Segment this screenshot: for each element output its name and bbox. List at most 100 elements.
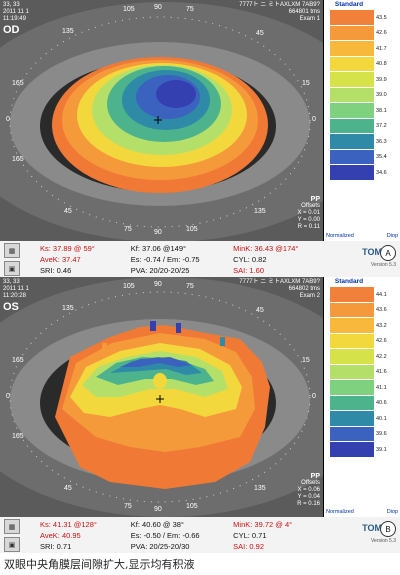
scale-value: 39.6 <box>376 431 387 438</box>
scale-value: 41.7 <box>376 45 387 52</box>
kf-value: Kf: 37.06 @149° <box>130 244 186 253</box>
scale-footer: Normalized Diop <box>326 509 398 515</box>
exam-id: 664801 tms <box>288 9 320 15</box>
scale-segment <box>330 287 374 303</box>
offset-y: Y = 0.04 <box>297 494 320 500</box>
scale-value: 43.5 <box>376 14 387 21</box>
axis-label: 90 <box>154 506 162 513</box>
axis-label: 0 <box>6 116 10 123</box>
scale-segment <box>330 149 374 165</box>
scale-value: 41.1 <box>376 384 387 391</box>
scale-value: 44.1 <box>376 291 387 298</box>
offsets-readout: PP Offsets X = 0.01 Y = 0.00 R = 0.11 <box>297 196 320 231</box>
scale-value: 35.4 <box>376 154 387 161</box>
scale-values: 43.5 42.6 41.7 40.8 39.9 39.0 38.1 37.2 36.3 35.4… <box>376 10 400 181</box>
tomey-logo: TOM <box>362 523 382 533</box>
scale-segment <box>330 411 374 427</box>
scale-color-bars <box>330 10 374 181</box>
axis-label: 45 <box>256 30 264 37</box>
scale-title: Standard <box>334 278 364 285</box>
sai-value: SAI: 1.60 <box>233 266 265 275</box>
scale-value: 38.1 <box>376 107 387 114</box>
es-em-value: Es: -0.50 / Em: -0.66 <box>130 531 200 540</box>
axis-label: 105 <box>186 226 198 233</box>
axis-label: 0 <box>312 393 316 400</box>
scale-value: 43.6 <box>376 307 387 314</box>
axis-label: 165 <box>12 156 24 163</box>
offsets-label: Offsets <box>301 480 320 486</box>
scale-value: 40.6 <box>376 400 387 407</box>
axis-label: 135 <box>254 485 266 492</box>
topography-panel-od: 33, 33 2011 11 1 11:19:49 OD 7777ト ニ ミトA… <box>0 0 400 241</box>
axis-label: 0 <box>6 393 10 400</box>
exam-id: 664802 tms <box>288 286 320 292</box>
scale-segment <box>330 25 374 41</box>
scale-value: 42.6 <box>376 30 387 37</box>
axis-label: 165 <box>12 357 24 364</box>
scale-segment <box>330 56 374 72</box>
chart-icon[interactable]: ▦ <box>4 519 20 534</box>
corneal-map-od[interactable]: 33, 33 2011 11 1 11:19:49 OD 7777ト ニ ミトA… <box>0 0 323 241</box>
brand-block: TOM A Version 5.3 <box>330 245 396 271</box>
offset-x: X = 0.06 <box>297 487 320 493</box>
scale-segment <box>330 380 374 396</box>
strip-icons: ▦ ▣ <box>4 243 24 279</box>
scale-value: 40.1 <box>376 415 387 422</box>
scale-value: 39.9 <box>376 76 387 83</box>
axis-label: 90 <box>154 229 162 236</box>
axis-label: 75 <box>186 6 194 13</box>
es-em-value: Es: -0.74 / Em: -0.75 <box>130 255 200 264</box>
scale-value: 42.6 <box>376 338 387 345</box>
offset-x: X = 0.01 <box>297 210 320 216</box>
pp-label: PP <box>310 196 320 203</box>
exam-header-right: 7777ト ニ ミトAXLXM 7AB9? 664802 tms Exam 2 <box>239 279 320 300</box>
image-icon[interactable]: ▣ <box>4 261 20 276</box>
color-scale-os: Standard 44.1 43.6 43.2 42.6 42.2 41.6 41.1 40.… <box>324 277 400 517</box>
panel-badge-b: B <box>380 521 396 537</box>
cyl-value: CYL: 0.82 <box>233 255 267 264</box>
axis-label: 135 <box>62 305 74 312</box>
scale-color-bars <box>330 287 374 458</box>
axis-label: 135 <box>254 208 266 215</box>
axis-label: 75 <box>186 283 194 290</box>
normalized-label: Normalized <box>326 509 354 515</box>
avek-value: AveK: 37.47 <box>40 255 81 264</box>
exam-header-right: 7777ト ニ ミトAXLXM 7AB9? 664801 tms Exam 1 <box>239 2 320 23</box>
scale-segment <box>330 103 374 119</box>
scale-segment <box>330 395 374 411</box>
axis-label: 135 <box>62 28 74 35</box>
corneal-map-os[interactable]: 33, 33 2011 11 1 11:20:28 OS 7777ト ニ ミトA… <box>0 277 323 517</box>
mink-value: MinK: 39.72 @ 4° <box>233 520 293 529</box>
scale-segment <box>330 349 374 365</box>
offset-r: R = 0.11 <box>297 224 320 230</box>
scale-title: Standard <box>334 1 364 8</box>
sri-value: SRI: 0.71 <box>40 542 72 551</box>
scale-value: 36.3 <box>376 138 387 145</box>
axis-label: 165 <box>12 433 24 440</box>
chart-icon[interactable]: ▦ <box>4 243 20 258</box>
patient-name: 7777ト ニ ミトAXLXM 7AB9? <box>239 279 320 285</box>
normalized-label: Normalized <box>326 233 354 239</box>
axis-label: 105 <box>123 283 135 290</box>
axis-label: 75 <box>124 226 132 233</box>
panel-badge-a: A <box>380 245 396 261</box>
diop-label: Diop <box>386 509 398 515</box>
offset-r: R = 0.16 <box>297 501 320 507</box>
axis-label: 75 <box>124 503 132 510</box>
figure-caption: 双眼中央角膜层间隙扩大,显示均有积液 <box>4 558 195 571</box>
patient-name: 7777ト ニ ミトAXLXM 7AB9? <box>239 2 320 8</box>
axis-label: 90 <box>154 281 162 288</box>
ks-value: Ks: 37.89 @ 59° <box>40 244 95 253</box>
offsets-readout: PP Offsets X = 0.06 Y = 0.04 R = 0.16 <box>297 473 320 508</box>
exam-time: 11:19:49 <box>3 16 26 22</box>
exam-header-left: 33, 33 2011 11 1 11:20:28 OS <box>3 279 29 314</box>
axis-label: 165 <box>12 80 24 87</box>
scale-value: 41.6 <box>376 369 387 376</box>
mink-value: MinK: 36.43 @174° <box>233 244 299 253</box>
scale-segment <box>330 41 374 57</box>
diop-label: Diop <box>386 233 398 239</box>
image-icon[interactable]: ▣ <box>4 537 20 552</box>
scale-segment <box>330 118 374 134</box>
stats-strip-os: ▦ ▣ Ks: 41.31 @128° Kf: 40.60 @ 38° MinK… <box>0 517 400 553</box>
exam-date: 2011 11 1 <box>3 9 29 15</box>
